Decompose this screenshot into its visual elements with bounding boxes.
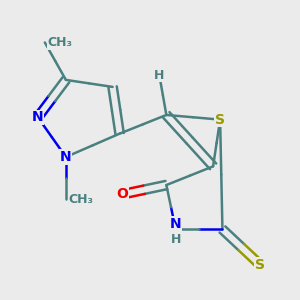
Text: H: H (170, 233, 181, 246)
Text: S: S (255, 257, 265, 272)
Text: S: S (215, 112, 225, 127)
Text: H: H (154, 69, 164, 82)
Text: O: O (116, 188, 128, 201)
Text: N: N (32, 110, 44, 124)
Text: CH₃: CH₃ (68, 193, 93, 206)
Text: CH₃: CH₃ (47, 36, 72, 49)
Text: N: N (170, 217, 182, 231)
Text: N: N (60, 150, 72, 164)
